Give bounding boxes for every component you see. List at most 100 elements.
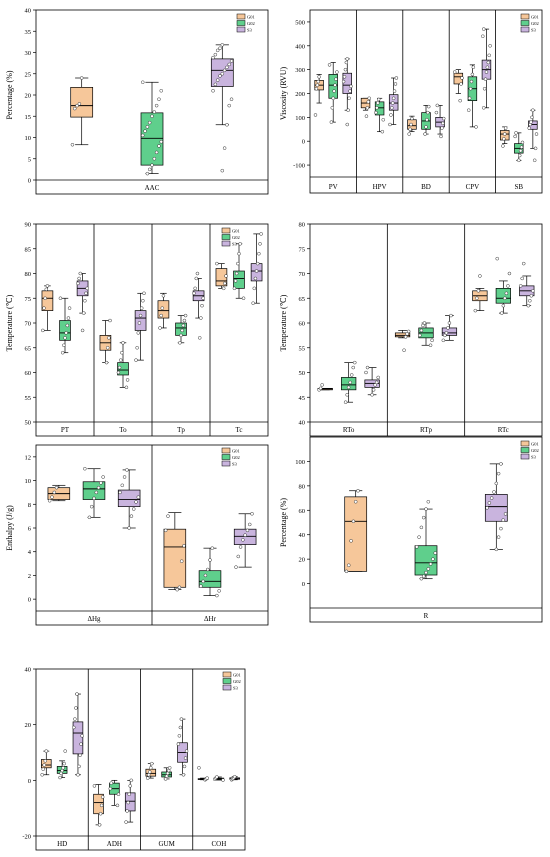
category-label: SB <box>515 183 524 191</box>
data-point <box>531 108 535 112</box>
box <box>134 310 147 331</box>
data-point <box>519 145 524 149</box>
data-point <box>318 386 323 391</box>
data-point <box>136 495 141 499</box>
plot-frame <box>309 436 543 623</box>
box-series-3 <box>176 717 189 777</box>
data-point <box>238 545 243 549</box>
data-point <box>87 515 92 520</box>
y-tick-label: 70 <box>299 271 306 278</box>
data-point <box>520 140 525 145</box>
data-point <box>320 383 324 387</box>
y-tick-label: 80 <box>299 483 306 490</box>
box <box>140 112 164 166</box>
data-point <box>183 756 188 760</box>
data-point <box>410 116 414 121</box>
data-point <box>428 343 433 348</box>
data-point <box>373 383 377 387</box>
category-label: COH <box>211 840 226 848</box>
data-point <box>364 370 368 375</box>
data-point <box>234 565 238 569</box>
data-point <box>167 766 172 770</box>
data-point <box>528 298 532 303</box>
data-point <box>178 341 182 345</box>
box <box>414 545 438 576</box>
data-point <box>120 350 124 355</box>
y-tick-label: 10 <box>25 135 32 142</box>
y-tick-label: 60 <box>25 370 32 377</box>
y-tick-label: 65 <box>299 296 306 303</box>
data-point <box>44 287 49 292</box>
category-label: Tc <box>236 426 243 434</box>
legend-label: G02 <box>247 21 255 26</box>
data-point <box>124 385 129 390</box>
data-point <box>181 773 186 777</box>
data-point <box>179 559 184 563</box>
data-point <box>129 514 134 518</box>
data-point <box>342 75 347 79</box>
box-series-3 <box>518 261 535 308</box>
box <box>394 332 411 338</box>
box-series-3 <box>233 512 257 569</box>
box <box>93 793 104 815</box>
data-point <box>316 79 320 84</box>
data-point <box>67 306 72 310</box>
data-point <box>203 573 208 578</box>
category-label: HPV <box>373 183 387 191</box>
data-point <box>245 528 250 533</box>
box-series-2 <box>175 313 188 345</box>
y-tick-label: 35 <box>25 29 32 36</box>
data-point <box>504 291 509 296</box>
data-point <box>390 106 394 110</box>
y-tick-label: 400 <box>295 43 305 50</box>
y-tick-label: 55 <box>25 395 32 402</box>
data-point <box>315 83 320 87</box>
box <box>233 528 257 545</box>
box <box>344 496 368 572</box>
data-point <box>500 311 504 315</box>
data-point <box>452 70 457 74</box>
legend-swatch <box>520 440 530 447</box>
legend-label: G01 <box>233 673 241 678</box>
data-point <box>58 296 63 300</box>
data-point <box>122 475 127 479</box>
y-tick-label: 12 <box>25 454 32 461</box>
legend-label: G01 <box>232 449 240 454</box>
data-point <box>475 296 479 300</box>
data-point <box>76 281 80 286</box>
data-point <box>394 76 399 80</box>
y-tick-label: 25 <box>25 71 32 78</box>
box-series-2 <box>341 360 357 404</box>
legend-label: G01 <box>247 15 255 20</box>
data-point <box>89 504 94 509</box>
data-point <box>81 311 86 315</box>
data-point <box>460 76 464 80</box>
box-series-3 <box>481 27 492 110</box>
legend-swatch <box>222 678 232 684</box>
box-series-2 <box>82 466 106 520</box>
category-label: AAC <box>145 184 160 192</box>
y-tick-label: 0 <box>28 597 31 604</box>
data-point <box>474 125 478 129</box>
box-series-3 <box>341 57 353 127</box>
data-point <box>83 466 87 471</box>
data-point <box>182 764 187 769</box>
box-series-3 <box>441 313 458 343</box>
data-point <box>137 321 142 325</box>
box <box>484 494 508 522</box>
data-point <box>443 333 447 338</box>
y-tick-label: 500 <box>295 19 305 26</box>
data-point <box>236 261 240 266</box>
data-point <box>232 286 237 291</box>
data-point <box>314 86 319 91</box>
data-point <box>333 83 337 87</box>
data-point <box>61 766 65 770</box>
category-label: RTc <box>498 426 509 434</box>
y-tick-label: 60 <box>299 321 306 328</box>
data-point <box>405 332 409 336</box>
legend-swatch <box>222 671 232 678</box>
data-point <box>236 554 241 559</box>
data-point <box>147 120 152 125</box>
data-point <box>75 103 79 108</box>
